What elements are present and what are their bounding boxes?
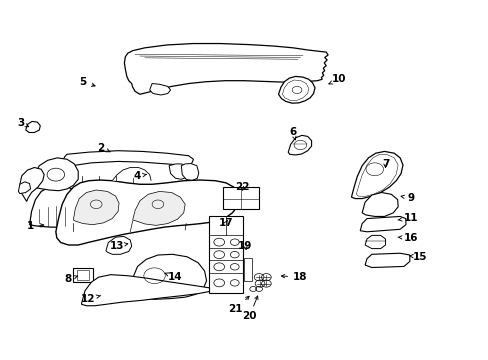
Polygon shape xyxy=(181,163,199,181)
Text: 20: 20 xyxy=(242,296,258,321)
Text: 4: 4 xyxy=(134,171,146,181)
Polygon shape xyxy=(26,121,40,132)
Text: 7: 7 xyxy=(381,159,388,169)
Polygon shape xyxy=(365,235,385,249)
Text: 18: 18 xyxy=(281,272,307,282)
Text: 13: 13 xyxy=(110,241,127,251)
Polygon shape xyxy=(20,167,44,202)
Polygon shape xyxy=(112,167,151,181)
Polygon shape xyxy=(287,135,311,155)
Text: 17: 17 xyxy=(218,218,233,228)
Text: 2: 2 xyxy=(97,143,110,153)
FancyBboxPatch shape xyxy=(209,216,242,293)
Text: 10: 10 xyxy=(328,74,346,84)
Polygon shape xyxy=(81,275,209,306)
Polygon shape xyxy=(149,84,170,95)
Polygon shape xyxy=(365,253,409,267)
Polygon shape xyxy=(19,182,30,194)
Polygon shape xyxy=(360,216,405,232)
Text: 21: 21 xyxy=(228,296,248,314)
Polygon shape xyxy=(130,254,206,299)
Text: 3: 3 xyxy=(17,118,29,128)
Text: 9: 9 xyxy=(400,193,413,203)
Polygon shape xyxy=(124,44,327,94)
Text: 8: 8 xyxy=(65,274,78,284)
Text: 19: 19 xyxy=(238,241,252,251)
FancyBboxPatch shape xyxy=(243,257,252,281)
FancyBboxPatch shape xyxy=(222,187,259,208)
FancyBboxPatch shape xyxy=(77,270,89,280)
Polygon shape xyxy=(132,192,185,225)
Polygon shape xyxy=(169,164,189,179)
Text: 15: 15 xyxy=(409,252,427,262)
Text: 22: 22 xyxy=(234,182,249,192)
Polygon shape xyxy=(351,152,402,199)
Polygon shape xyxy=(56,180,238,245)
Text: 11: 11 xyxy=(397,213,417,223)
FancyBboxPatch shape xyxy=(73,268,93,282)
Text: 1: 1 xyxy=(27,221,44,231)
Text: 6: 6 xyxy=(289,127,296,140)
Polygon shape xyxy=(63,151,193,166)
Polygon shape xyxy=(33,158,78,191)
Text: 14: 14 xyxy=(165,272,183,282)
Text: 12: 12 xyxy=(81,294,101,303)
Polygon shape xyxy=(362,193,397,216)
Polygon shape xyxy=(356,154,397,197)
Text: 16: 16 xyxy=(397,233,417,243)
Polygon shape xyxy=(282,80,308,100)
Polygon shape xyxy=(73,190,119,225)
Polygon shape xyxy=(106,237,131,254)
Text: 5: 5 xyxy=(79,77,95,87)
Polygon shape xyxy=(278,76,314,103)
Polygon shape xyxy=(30,185,83,227)
